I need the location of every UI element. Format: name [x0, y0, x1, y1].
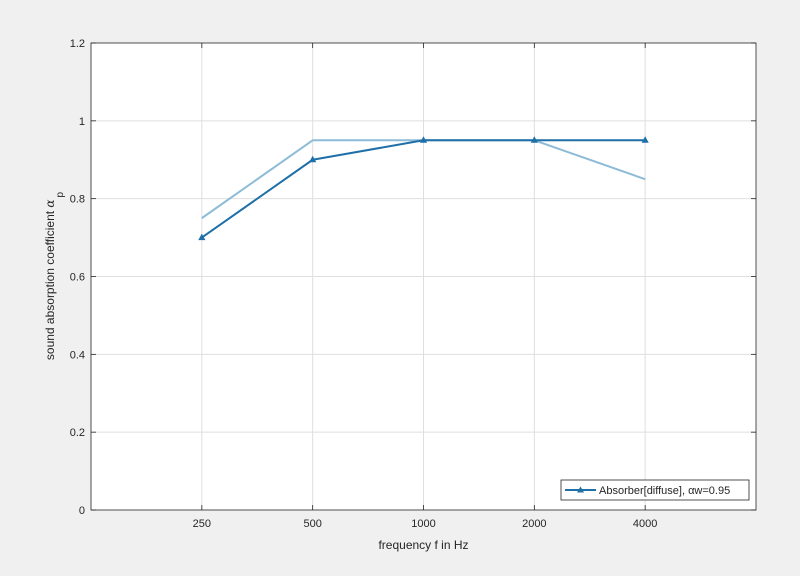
y-tick-label: 0.2 — [70, 427, 85, 439]
y-tick-label: 1 — [79, 116, 85, 128]
x-axis-label: frequency f in Hz — [378, 538, 468, 552]
x-tick-label: 1000 — [411, 518, 435, 530]
y-axis-label-subscript: p — [55, 191, 66, 197]
x-tick-label: 2000 — [522, 518, 546, 530]
legend-box — [560, 479, 750, 501]
y-axis-label: sound absorption coefficient αp — [43, 191, 66, 360]
data-point-marker — [641, 136, 649, 143]
legend-entry-label: Absorber[diffuse], αw=0.95 — [599, 485, 730, 497]
series-layer — [198, 136, 649, 241]
y-axis-label-main: sound absorption coefficient — [43, 208, 57, 361]
tick-labels: 250 500 1000 2000 4000 0 0.2 0.4 0.6 0.8 1 1.2 — [70, 38, 658, 530]
data-point-marker — [198, 233, 206, 241]
y-tick-label: 0.4 — [70, 349, 85, 361]
y-tick-label: 0.6 — [70, 272, 85, 284]
y-axis-label-alpha: α — [43, 199, 57, 207]
axes-layer — [90, 42, 757, 511]
axes-frame — [90, 42, 757, 511]
y-tick-label: 0 — [79, 505, 85, 517]
y-tick-label: 0.8 — [70, 194, 85, 206]
grid-lines — [91, 43, 756, 510]
x-tick-label: 4000 — [633, 518, 657, 530]
data-point-marker — [309, 155, 317, 163]
y-tick-label: 1.2 — [70, 38, 85, 50]
x-tick-label: 500 — [303, 518, 321, 530]
legend[interactable]: Absorber[diffuse], αw=0.95 — [560, 479, 750, 501]
data-point-marker — [530, 136, 538, 143]
x-tick-label: 250 — [193, 518, 211, 530]
legend-marker — [577, 486, 584, 493]
data-point-marker — [419, 136, 428, 143]
